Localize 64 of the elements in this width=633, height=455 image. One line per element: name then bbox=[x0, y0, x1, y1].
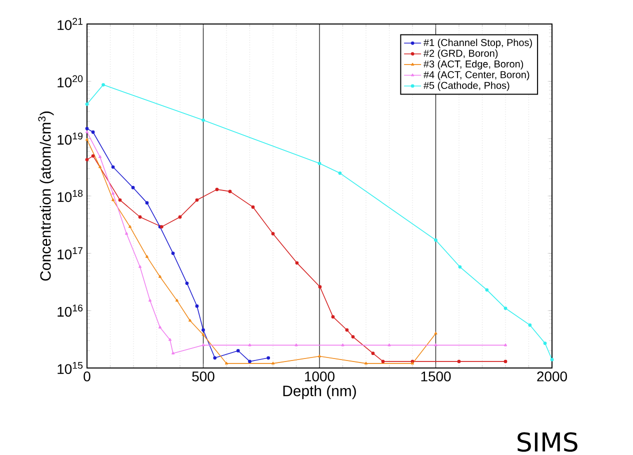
legend-label: #2 (GRD, Boron) bbox=[424, 49, 498, 59]
point bbox=[195, 198, 199, 202]
point bbox=[345, 328, 349, 332]
point bbox=[131, 186, 135, 190]
y-tick-label: 10$^{19}$ bbox=[58, 132, 83, 145]
point bbox=[102, 83, 105, 86]
point bbox=[202, 118, 205, 122]
point bbox=[202, 328, 205, 332]
point bbox=[351, 335, 355, 338]
point bbox=[371, 352, 375, 356]
point bbox=[248, 360, 252, 364]
point bbox=[145, 201, 149, 205]
point bbox=[85, 158, 89, 162]
point bbox=[434, 238, 438, 242]
x-tick-label: 2000 bbox=[537, 372, 567, 382]
legend-label: #1 (Channel Stop, Phos) bbox=[424, 38, 532, 48]
legend-label: #3 (ACT, Edge, Boron) bbox=[424, 60, 524, 70]
x-tick-label: 1000 bbox=[305, 372, 334, 382]
point bbox=[85, 126, 89, 130]
y-tick-label: 10$^{18}$ bbox=[58, 190, 83, 202]
text: SIMS bbox=[518, 432, 578, 452]
point bbox=[381, 360, 385, 364]
point bbox=[318, 162, 322, 166]
point bbox=[228, 190, 232, 194]
point bbox=[271, 232, 275, 236]
point bbox=[91, 154, 95, 158]
point bbox=[91, 130, 95, 134]
x-tick-label: 1500 bbox=[421, 372, 451, 382]
point bbox=[458, 265, 462, 269]
point bbox=[213, 356, 217, 360]
y-tick-label: 10$^{16}$ bbox=[58, 304, 83, 317]
point bbox=[318, 285, 322, 289]
point bbox=[338, 171, 342, 175]
point bbox=[118, 198, 122, 202]
point bbox=[138, 215, 142, 219]
point bbox=[550, 358, 554, 362]
point bbox=[504, 360, 508, 364]
point bbox=[171, 252, 175, 256]
point bbox=[236, 349, 240, 352]
point bbox=[485, 288, 489, 292]
point bbox=[266, 356, 270, 360]
point bbox=[457, 360, 461, 364]
point bbox=[331, 315, 335, 319]
point bbox=[543, 342, 547, 345]
legend-label: #5 (Cathode, Phos) bbox=[424, 82, 510, 91]
y-tick-label: 10$^{17}$ bbox=[58, 247, 82, 260]
y-axis-title: Concentration (atom/cm$^{3}$) bbox=[38, 112, 54, 281]
point bbox=[195, 304, 199, 308]
point bbox=[111, 165, 115, 169]
legend-label: #4 (ACT, Center, Boron) bbox=[424, 70, 530, 80]
y-tick-label: 10$^{20}$ bbox=[58, 75, 83, 88]
point bbox=[185, 282, 189, 285]
point bbox=[85, 102, 89, 106]
point bbox=[251, 205, 255, 209]
x-axis-title: Depth (nm) bbox=[283, 385, 356, 400]
point bbox=[528, 323, 532, 327]
y-tick-label: 10$^{15}$ bbox=[58, 362, 83, 374]
x-tick-label: 500 bbox=[192, 372, 214, 382]
point bbox=[178, 215, 182, 219]
x-tick-label: 0 bbox=[84, 372, 90, 382]
point bbox=[504, 306, 508, 310]
point bbox=[295, 261, 299, 265]
point bbox=[215, 188, 219, 192]
y-tick-label: 10$^{21}$ bbox=[58, 18, 83, 30]
